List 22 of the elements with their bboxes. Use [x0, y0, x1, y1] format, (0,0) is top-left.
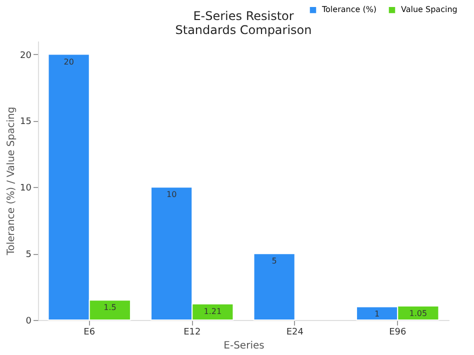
y-tick-label: 5: [26, 250, 32, 260]
y-tick-label: 20: [20, 50, 32, 61]
y-axis-title: Tolerance (%) / Value Spacing: [6, 106, 18, 256]
x-tick-label: E12: [184, 328, 201, 338]
data-label: 1.21: [204, 306, 222, 316]
data-label: 20: [64, 57, 74, 66]
data-label: 5: [272, 256, 277, 266]
data-label: 1.05: [409, 309, 428, 318]
y-tick-label: 10: [20, 184, 32, 194]
x-tick-label: E24: [286, 328, 304, 338]
bar: [253, 253, 296, 320]
legend-label: Tolerance (%): [321, 5, 377, 14]
data-label: 1: [374, 310, 380, 319]
data-label: 1.5: [104, 303, 116, 312]
chart-title: E-Series Resistor Standards Comparison: [175, 9, 312, 37]
x-tick-label: E96: [389, 328, 406, 338]
data-label: 10: [166, 190, 177, 200]
legend-label: Value Spacing: [401, 5, 458, 14]
x-axis-title: E-Series: [224, 340, 264, 352]
y-tick-label: 0: [26, 316, 32, 326]
y-tick-label: 15: [20, 117, 32, 128]
x-tick-label: E6: [84, 328, 96, 338]
